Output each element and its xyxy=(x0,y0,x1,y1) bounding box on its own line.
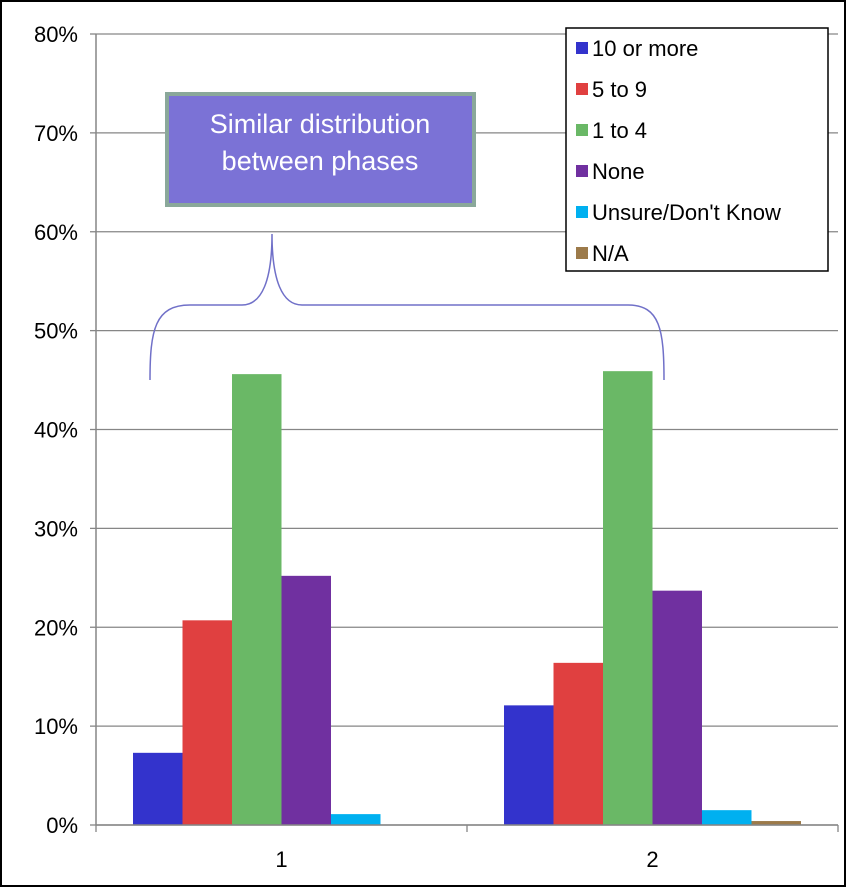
y-tick-label: 80% xyxy=(34,22,78,47)
x-tick-label: 1 xyxy=(275,847,287,872)
bar xyxy=(232,374,282,825)
bar xyxy=(182,620,232,825)
bar xyxy=(751,821,801,825)
bars xyxy=(133,371,801,825)
y-axis-ticks: 0% 10% 20% 30% 40% 50% 60% 70% 80% xyxy=(34,22,96,838)
y-tick-label: 60% xyxy=(34,220,78,245)
bar xyxy=(652,590,702,825)
y-tick-label: 70% xyxy=(34,121,78,146)
bar xyxy=(281,575,331,825)
y-tick-label: 30% xyxy=(34,516,78,541)
legend-label: None xyxy=(592,159,645,184)
legend-swatch xyxy=(576,42,588,54)
bar xyxy=(331,814,381,825)
bar xyxy=(133,752,183,825)
annotation-line-2: between phases xyxy=(222,146,419,176)
legend-box xyxy=(565,27,829,272)
bar xyxy=(702,810,752,825)
legend-label: 1 to 4 xyxy=(592,118,647,143)
legend-swatch xyxy=(576,83,588,95)
x-tick-label: 2 xyxy=(646,847,658,872)
annotation-line-1: Similar distribution xyxy=(210,109,431,139)
legend-label: Unsure/Don't Know xyxy=(592,200,781,225)
y-tick-label: 50% xyxy=(34,319,78,344)
legend-label: 10 or more xyxy=(592,36,698,61)
y-tick-label: 0% xyxy=(46,813,78,838)
legend-label: N/A xyxy=(592,241,629,266)
legend-swatch xyxy=(576,206,588,218)
legend-swatch xyxy=(576,247,588,259)
bar xyxy=(553,662,603,825)
legend-label: 5 to 9 xyxy=(592,77,647,102)
y-tick-label: 20% xyxy=(34,615,78,640)
bar xyxy=(603,371,653,825)
annotation-box xyxy=(165,92,476,207)
annotation-brace xyxy=(149,233,665,381)
y-tick-label: 40% xyxy=(34,418,78,443)
legend-swatch xyxy=(576,124,588,136)
legend-swatch xyxy=(576,165,588,177)
y-tick-label: 10% xyxy=(34,714,78,739)
legend: 10 or more 5 to 9 1 to 4 None Unsure/Don't K… xyxy=(565,27,829,272)
bar xyxy=(504,705,554,825)
